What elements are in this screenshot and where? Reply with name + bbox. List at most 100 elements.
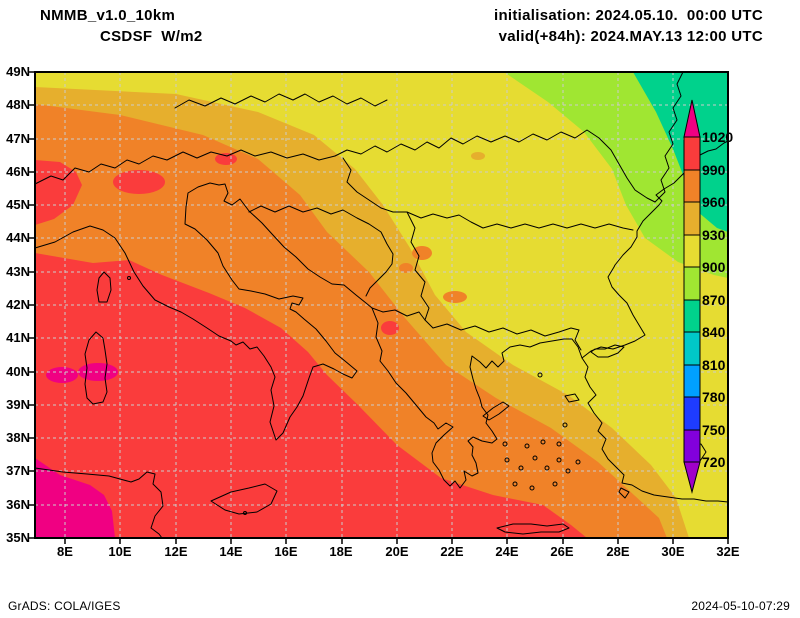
colorbar-label-780: 780 [702, 389, 726, 405]
colorbar-seg-870-900 [683, 266, 701, 301]
variable-title: CSDSF W/m2 [100, 28, 203, 45]
colorbar-seg-750-780 [683, 396, 701, 431]
colorbar-label-1020: 1020 [702, 129, 734, 145]
map-plot-area [29, 71, 729, 544]
colorbar-seg-960-990 [683, 169, 701, 203]
lon-label-14e: 14E [219, 544, 243, 559]
border-greece-bulgaria [432, 323, 582, 351]
red-spot-albania [381, 321, 399, 335]
coast-sardinia [84, 331, 108, 405]
colorbar-seg-990-1020 [683, 136, 701, 171]
coast-africa [34, 467, 164, 539]
lat-label-45n: 45N [6, 197, 30, 212]
border-moldova-ukraine [654, 71, 684, 203]
lon-label-26e: 26E [550, 544, 574, 559]
lon-label-28e: 28E [606, 544, 630, 559]
colorbar-label-750: 750 [702, 422, 726, 438]
colorbar-seg-720-750 [683, 429, 701, 463]
orange-spot-serbia-1 [412, 246, 432, 260]
lon-label-22e: 22E [440, 544, 464, 559]
aegean-islands [127, 276, 581, 515]
colorbar-label-930: 930 [702, 227, 726, 243]
map-canvas [29, 71, 729, 544]
colorbar-label-960: 960 [702, 194, 726, 210]
lon-label-24e: 24E [495, 544, 519, 559]
colorbar-seg-780-810 [683, 364, 701, 398]
border-albania-macedonia [371, 307, 426, 321]
axis-tick-marks [29, 71, 729, 544]
colorbar-triangle-bottom [683, 461, 701, 494]
colorbar-canvas [683, 99, 701, 494]
border-alps [34, 149, 336, 185]
lon-label-30e: 30E [661, 544, 685, 559]
red-spot-alps [113, 170, 165, 194]
lon-label-10e: 10E [108, 544, 132, 559]
lat-label-41n: 41N [6, 330, 30, 345]
lon-label-32e: 32E [716, 544, 740, 559]
init-time: initialisation: 2024.05.10. 00:00 UTC [493, 7, 763, 24]
map-frame [34, 71, 729, 539]
colorbar-seg-810-840 [683, 331, 701, 366]
coast-euboea [482, 401, 510, 421]
graticule-grid [35, 72, 728, 538]
lat-label-37n: 37N [6, 463, 30, 478]
border-serbia [406, 211, 434, 329]
country-borders [34, 71, 684, 351]
colorbar-label-720: 720 [702, 454, 726, 470]
dark-yellow-spot-romania [471, 152, 485, 160]
border-danube [342, 157, 634, 231]
island-rhodes [618, 487, 630, 499]
island-lesbos [564, 393, 580, 403]
lat-label-48n: 48N [6, 97, 30, 112]
lon-label-20e: 20E [385, 544, 409, 559]
grads-credit: GrADS: COLA/IGES [8, 599, 121, 613]
lat-label-44n: 44N [6, 230, 30, 245]
orange-spot-serbia-2 [399, 263, 413, 273]
lat-label-42n: 42N [6, 297, 30, 312]
valid-time: valid(+84h): 2024.MAY.13 12:00 UTC [498, 28, 763, 45]
magenta-spot-west-sardinia [46, 367, 78, 383]
orange-spot-macedonia [443, 291, 467, 303]
model-title: NMMB_v1.0_10km [40, 7, 176, 24]
lat-label-39n: 39N [6, 397, 30, 412]
colorbar-seg-930-960 [683, 201, 701, 236]
coast-corsica [96, 271, 112, 303]
colorbar [678, 95, 724, 497]
band-magenta-corner [35, 458, 115, 538]
band-red [35, 253, 587, 538]
colorbar-label-990: 990 [702, 162, 726, 178]
colorbar-triangle-top [683, 99, 701, 138]
coastlines [34, 140, 729, 539]
border-czech-slovakia [174, 93, 388, 109]
colorbar-seg-840-870 [683, 299, 701, 333]
red-spot-dolomites [215, 153, 237, 165]
colorbar-label-810: 810 [702, 357, 726, 373]
border-carpathians [334, 129, 656, 203]
band-yellow [35, 72, 728, 538]
coast-marmara [590, 344, 625, 358]
colorbar-seg-900-930 [683, 234, 701, 268]
lat-label-46n: 46N [6, 164, 30, 179]
lat-label-35n: 35N [6, 530, 30, 545]
lat-label-38n: 38N [6, 430, 30, 445]
coast-sicily [210, 483, 278, 515]
lat-label-49n: 49N [6, 64, 30, 79]
lat-label-40n: 40N [6, 364, 30, 379]
band-aqua [633, 72, 728, 232]
colorbar-label-900: 900 [702, 259, 726, 275]
generation-timestamp: 2024-05-10-07:29 [691, 599, 790, 613]
band-red-alps [35, 160, 82, 225]
lon-label-12e: 12E [164, 544, 188, 559]
border-bosnia [248, 205, 394, 297]
lon-label-16e: 16E [274, 544, 298, 559]
lat-label-36n: 36N [6, 497, 30, 512]
lat-label-43n: 43N [6, 264, 30, 279]
lon-label-18e: 18E [329, 544, 353, 559]
coast-italy-balkans-greece-turkey [34, 182, 729, 503]
lon-label-8e: 8E [57, 544, 73, 559]
colorbar-label-870: 870 [702, 292, 726, 308]
lat-label-47n: 47N [6, 131, 30, 146]
colorbar-label-840: 840 [702, 324, 726, 340]
coast-crete [496, 523, 570, 535]
